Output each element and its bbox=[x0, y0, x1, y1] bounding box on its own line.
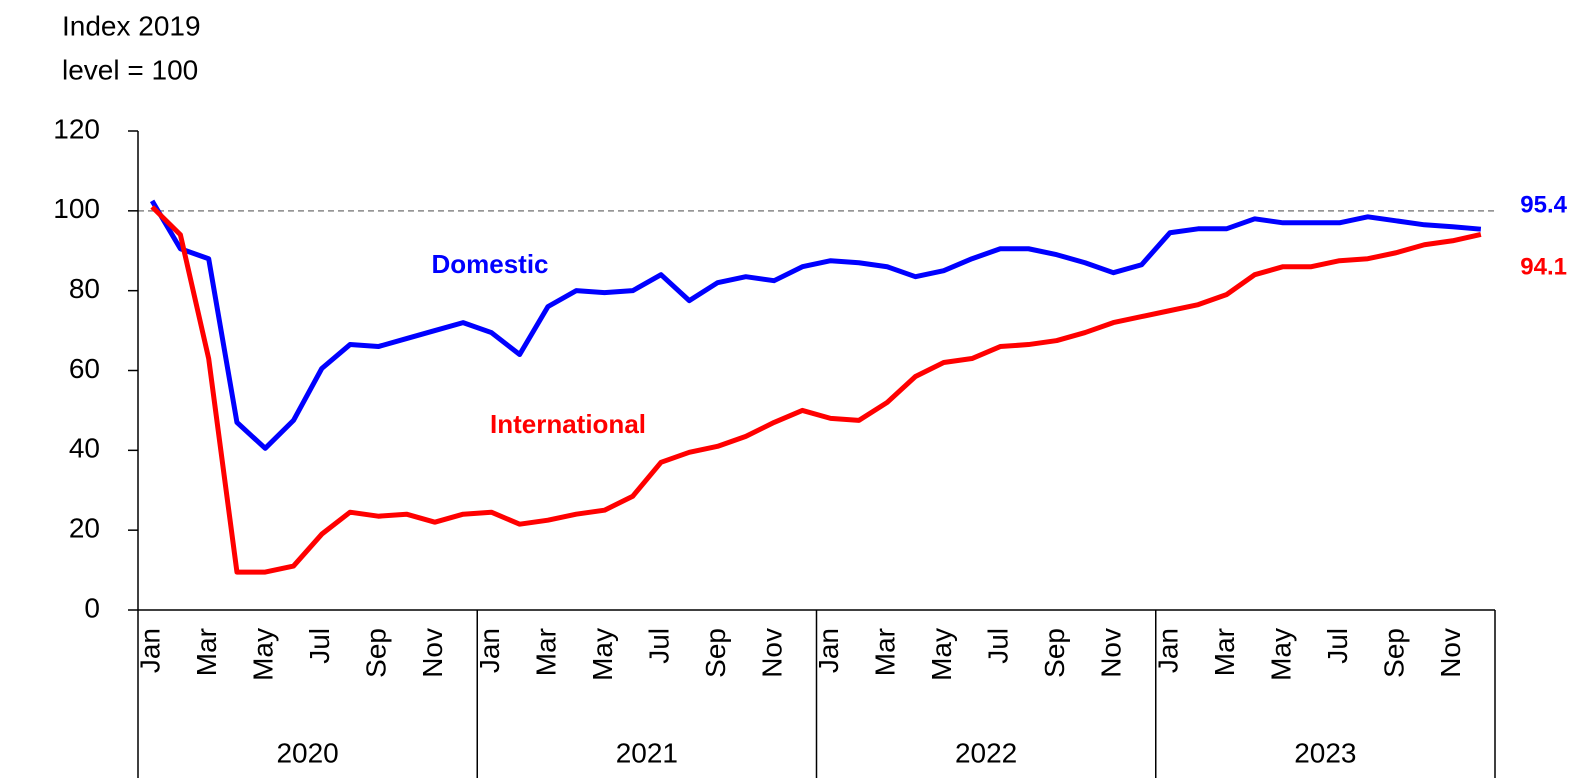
y-tick-label: 120 bbox=[53, 113, 100, 144]
x-tick-label: Jan bbox=[1152, 628, 1183, 673]
x-tick-label: Mar bbox=[870, 628, 901, 676]
y-axis-title: Index 2019 bbox=[62, 10, 201, 41]
series-label: Domestic bbox=[431, 249, 548, 279]
x-tick-label: Sep bbox=[1039, 628, 1070, 678]
x-tick-label: Jul bbox=[983, 628, 1014, 664]
y-tick-label: 80 bbox=[69, 273, 100, 304]
year-label: 2023 bbox=[1294, 737, 1356, 768]
end-value-label: 95.4 bbox=[1520, 191, 1567, 218]
y-axis-title: level = 100 bbox=[62, 54, 198, 85]
year-label: 2021 bbox=[616, 737, 678, 768]
y-tick-label: 0 bbox=[84, 592, 100, 623]
x-tick-label: Jan bbox=[813, 628, 844, 673]
x-tick-label: Nov bbox=[1096, 628, 1127, 678]
x-tick-label: Mar bbox=[1209, 628, 1240, 676]
x-tick-label: May bbox=[1265, 628, 1296, 681]
x-tick-label: May bbox=[248, 628, 279, 681]
x-tick-label: Jan bbox=[135, 628, 166, 673]
series-label: International bbox=[490, 409, 646, 439]
x-tick-label: Sep bbox=[361, 628, 392, 678]
x-tick-label: Mar bbox=[530, 628, 561, 676]
year-label: 2020 bbox=[276, 737, 338, 768]
data-line bbox=[149, 199, 1482, 451]
x-tick-label: May bbox=[587, 628, 618, 681]
x-tick-label: Nov bbox=[417, 628, 448, 678]
y-tick-label: 20 bbox=[69, 513, 100, 544]
x-tick-label: Nov bbox=[1435, 628, 1466, 678]
x-tick-label: Sep bbox=[700, 628, 731, 678]
x-tick-label: Jan bbox=[474, 628, 505, 673]
x-tick-label: Jul bbox=[304, 628, 335, 664]
x-tick-label: May bbox=[926, 628, 957, 681]
x-tick-label: Jul bbox=[1322, 628, 1353, 664]
x-tick-label: Nov bbox=[756, 628, 787, 678]
x-tick-label: Sep bbox=[1378, 628, 1409, 678]
data-line bbox=[150, 205, 1482, 575]
y-tick-label: 40 bbox=[69, 433, 100, 464]
x-tick-label: Mar bbox=[191, 628, 222, 676]
y-tick-label: 60 bbox=[69, 353, 100, 384]
year-label: 2022 bbox=[955, 737, 1017, 768]
x-tick-label: Jul bbox=[643, 628, 674, 664]
y-tick-label: 100 bbox=[53, 193, 100, 224]
end-value-label: 94.1 bbox=[1520, 253, 1567, 280]
